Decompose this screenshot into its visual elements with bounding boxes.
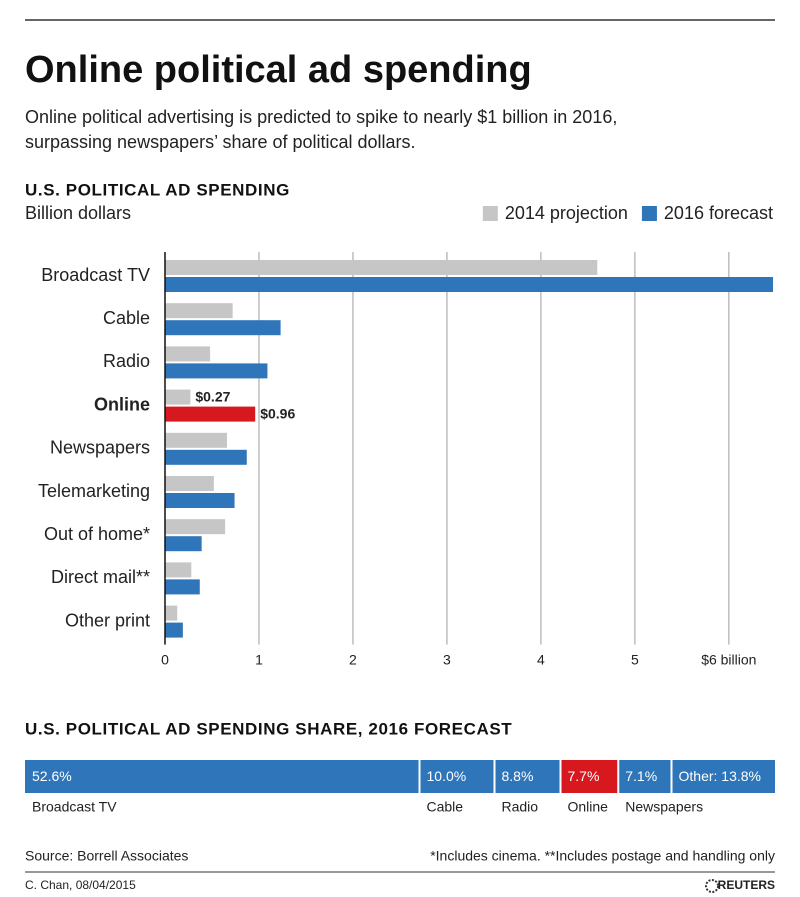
data-label: $0.96 bbox=[260, 405, 295, 421]
bar bbox=[165, 406, 256, 422]
bar bbox=[165, 303, 233, 319]
data-label: $0.27 bbox=[195, 388, 230, 404]
segment bbox=[561, 760, 618, 793]
segment bbox=[25, 760, 419, 793]
segment bbox=[672, 760, 775, 793]
y-tick-label: Telemarketing bbox=[38, 481, 150, 501]
title: Online political ad spending bbox=[25, 49, 532, 91]
bar bbox=[165, 260, 598, 275]
credit: C. Chan, 08/04/2015 bbox=[25, 878, 136, 892]
bar bbox=[165, 562, 192, 578]
data-label: 7.1% bbox=[625, 768, 657, 784]
subtitle: surpassing newspapers’ share of politica… bbox=[25, 132, 416, 152]
footnote: *Includes cinema. **Includes postage and… bbox=[430, 848, 775, 864]
y-tick-label: Out of home* bbox=[44, 524, 150, 544]
source: Source: Borrell Associates bbox=[25, 848, 188, 864]
chart-title: U.S. POLITICAL AD SPENDING SHARE, 2016 F… bbox=[25, 719, 512, 738]
data-label: 7.7% bbox=[568, 768, 600, 784]
bar bbox=[165, 519, 226, 535]
bar bbox=[165, 320, 281, 336]
bar bbox=[165, 579, 200, 595]
legend-swatch bbox=[482, 206, 498, 221]
bar bbox=[165, 432, 228, 448]
x-tick-label: $6 billion bbox=[701, 651, 756, 667]
y-tick-label: Broadcast TV bbox=[41, 265, 150, 285]
legend-label: 2016 forecast bbox=[664, 203, 773, 223]
category-label: Cable bbox=[427, 799, 464, 815]
y-tick-label: Cable bbox=[103, 308, 150, 328]
subtitle: Online political advertising is predicte… bbox=[25, 107, 617, 127]
data-label: 8.8% bbox=[502, 768, 534, 784]
segment bbox=[619, 760, 671, 793]
category-label: Online bbox=[568, 799, 609, 815]
x-tick-label: 0 bbox=[161, 651, 169, 667]
y-tick-label: Online bbox=[94, 394, 150, 414]
segment bbox=[495, 760, 560, 793]
y-tick-label: Other print bbox=[65, 610, 150, 630]
data-label: 52.6% bbox=[32, 768, 72, 784]
legend-swatch bbox=[641, 206, 657, 221]
y-tick-label: Radio bbox=[103, 351, 150, 371]
x-tick-label: 3 bbox=[443, 651, 451, 667]
bar bbox=[165, 389, 191, 405]
legend-label: 2014 projection bbox=[505, 203, 628, 223]
x-tick-label: 2 bbox=[349, 651, 357, 667]
axis-label: Billion dollars bbox=[25, 203, 131, 223]
logo-icon bbox=[705, 879, 719, 893]
chart-title: U.S. POLITICAL AD SPENDING bbox=[25, 180, 290, 199]
bar bbox=[165, 449, 247, 465]
y-tick-label: Direct mail** bbox=[51, 567, 150, 587]
category-label: Radio bbox=[502, 799, 539, 815]
bar bbox=[165, 277, 773, 292]
bar bbox=[165, 346, 211, 362]
x-tick-label: 5 bbox=[631, 651, 639, 667]
bar bbox=[165, 476, 214, 491]
y-tick-label: Newspapers bbox=[50, 438, 150, 458]
bar bbox=[165, 363, 268, 379]
category-label: Newspapers bbox=[625, 799, 703, 815]
logo: REUTERS bbox=[718, 878, 775, 892]
bar bbox=[165, 493, 235, 508]
data-label: Other: 13.8% bbox=[679, 768, 762, 784]
x-tick-label: 4 bbox=[537, 651, 545, 667]
segment bbox=[420, 760, 494, 793]
bar bbox=[165, 622, 183, 638]
data-label: 10.0% bbox=[427, 768, 467, 784]
category-label: Broadcast TV bbox=[32, 799, 117, 815]
x-tick-label: 1 bbox=[255, 651, 263, 667]
bar bbox=[165, 536, 202, 552]
bar bbox=[165, 605, 178, 621]
